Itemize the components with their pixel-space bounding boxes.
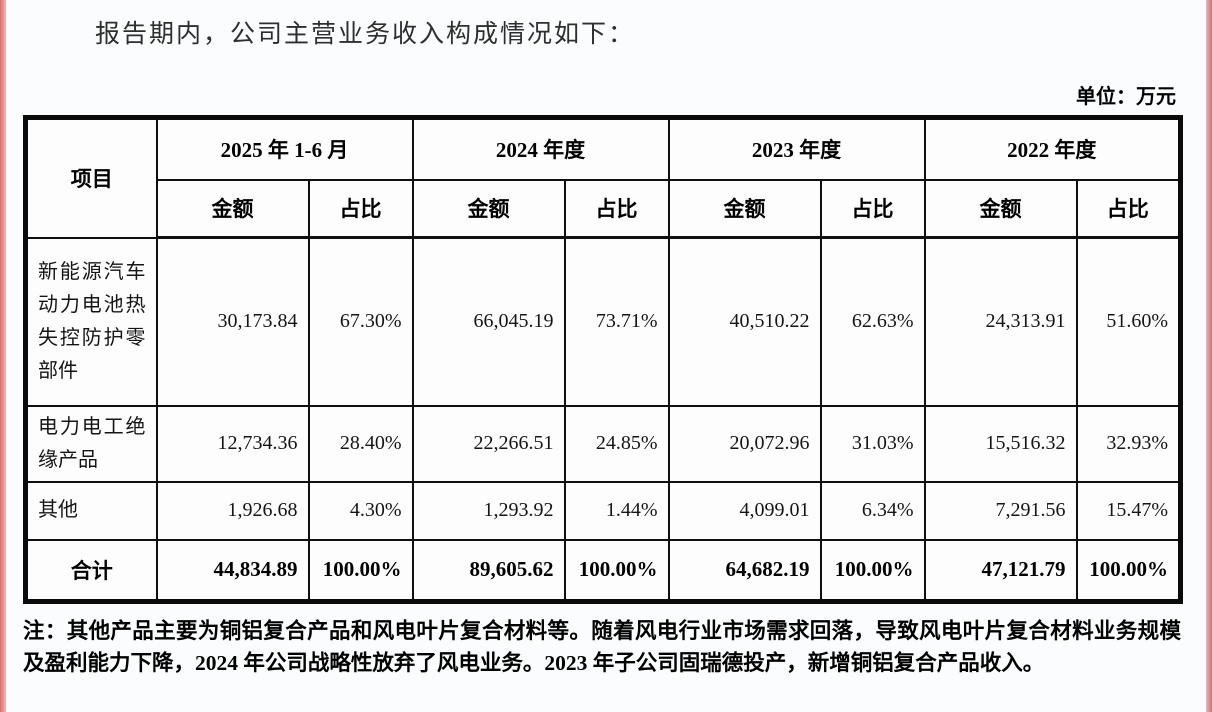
subheader-amount: 金额 [411,178,566,239]
intro-text: 报告期内，公司主营业务收入构成情况如下： [95,21,636,48]
total-row-label: 合计 [24,538,158,603]
column-header-item: 项目 [24,116,158,239]
table-cell: 100.00% [819,538,926,603]
table-cell: 15,516.32 [923,404,1078,483]
table-cell: 28.40% [307,404,414,483]
table-row: 其他 1,926.68 4.30% 1,293.92 1.44% 4,099.0… [24,480,1182,541]
table-cell: 89,605.62 [411,538,566,603]
table-cell: 31.03% [819,404,926,483]
table-cell: 12,734.36 [155,404,310,483]
subheader-share: 占比 [563,178,670,239]
table-cell: 20,072.96 [667,404,822,483]
table-cell: 1,926.68 [155,480,310,541]
table-cell: 44,834.89 [155,538,310,603]
table-cell: 100.00% [307,538,414,603]
subheader-amount: 金额 [155,178,310,239]
table-cell: 24,313.91 [923,236,1078,407]
revenue-composition-table: 项目 2025 年 1-6 月 2024 年度 2023 年度 2022 年度 … [23,115,1183,604]
subheader-share: 占比 [819,178,926,239]
table-cell: 6.34% [819,480,926,541]
table-cell: 1.44% [563,480,670,541]
table-total-row: 合计 44,834.89 100.00% 89,605.62 100.00% 6… [24,538,1182,603]
table-cell: 40,510.22 [667,236,822,407]
table-cell: 32.93% [1075,404,1182,483]
row-label: 新能源汽车动力电池热失控防护零部件 [24,236,158,407]
table-cell: 51.60% [1075,236,1182,407]
table-cell: 24.85% [563,404,670,483]
subheader-share: 占比 [1075,178,1182,239]
right-edge-strip [1206,0,1212,712]
table-cell: 47,121.79 [923,538,1078,603]
table-cell: 100.00% [1075,538,1182,603]
left-edge-strip [0,0,6,712]
table-cell: 4.30% [307,480,414,541]
table-row: 电力电工绝缘产品 12,734.36 28.40% 22,266.51 24.8… [24,404,1182,483]
table-cell: 66,045.19 [411,236,566,407]
column-header-period-2022: 2022 年度 [923,116,1182,181]
column-header-period-2024: 2024 年度 [411,116,670,181]
table-cell: 100.00% [563,538,670,603]
table-header-periods: 项目 2025 年 1-6 月 2024 年度 2023 年度 2022 年度 [24,116,1182,239]
table-cell: 1,293.92 [411,480,566,541]
subheader-amount: 金额 [667,178,822,239]
row-label: 电力电工绝缘产品 [24,404,158,483]
table-cell: 22,266.51 [411,404,566,483]
table-cell: 30,173.84 [155,236,310,407]
table-cell: 67.30% [307,236,414,407]
table-header-subcolumns: 金额 占比 金额 占比 金额 占比 金额 占比 [26,178,1182,239]
table-cell: 62.63% [819,236,926,407]
subheader-amount: 金额 [923,178,1078,239]
table-cell: 64,682.19 [667,538,822,603]
table-cell: 73.71% [563,236,670,407]
table-row: 新能源汽车动力电池热失控防护零部件 30,173.84 67.30% 66,04… [24,236,1182,407]
table-cell: 15.47% [1075,480,1182,541]
table-cell: 4,099.01 [667,480,822,541]
unit-label: 单位：万元 [1076,86,1176,108]
footnote-text: 注：其他产品主要为铜铝复合产品和风电叶片复合材料等。随着风电行业市场需求回落，导… [23,619,1181,675]
column-header-period-2023: 2023 年度 [667,116,926,181]
row-label: 其他 [24,480,158,541]
table-cell: 7,291.56 [923,480,1078,541]
column-header-period-2025: 2025 年 1-6 月 [155,116,414,181]
subheader-share: 占比 [307,178,414,239]
